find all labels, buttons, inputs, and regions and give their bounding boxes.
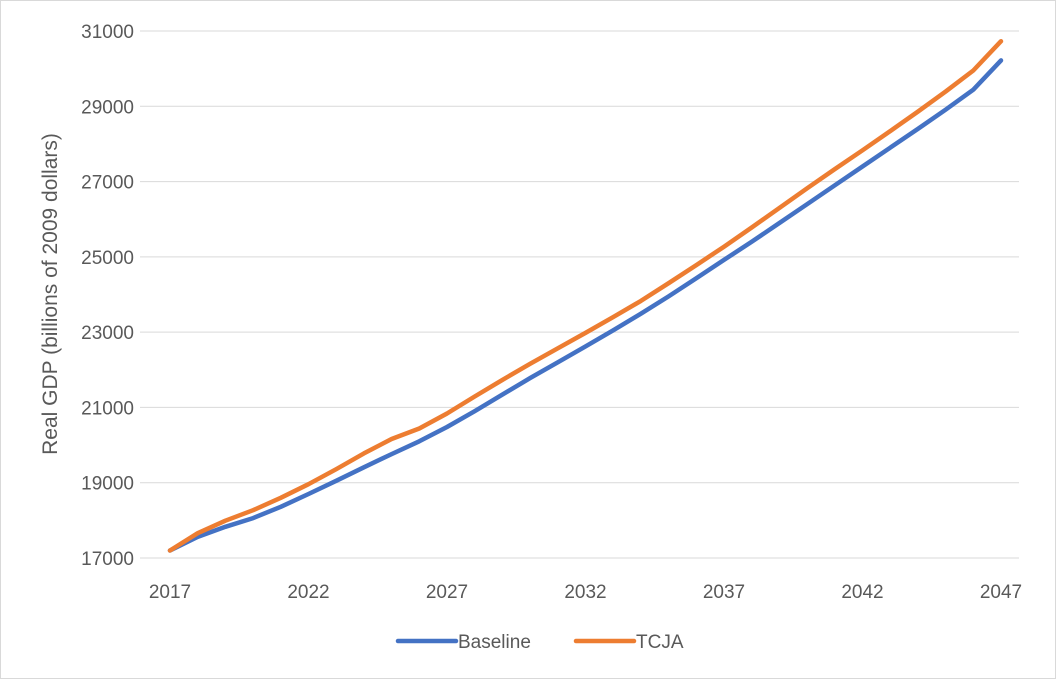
x-tick-label: 2047 — [980, 582, 1022, 603]
gridlines — [140, 30, 1019, 559]
x-tick-label: 2017 — [149, 582, 191, 603]
series-line-tcja — [167, 38, 1004, 553]
x-axis-tick-labels: 2017 2022 2027 2032 2037 2042 2047 — [149, 582, 1022, 603]
y-axis-tick-labels: 17000 19000 21000 23000 25000 27000 29000 31000 — [81, 22, 134, 570]
y-tick-label: 21000 — [81, 398, 134, 419]
y-tick-label: 31000 — [81, 22, 134, 43]
series-line-baseline — [167, 58, 1004, 553]
y-tick-label: 25000 — [81, 248, 134, 269]
legend: Baseline TCJA — [395, 632, 684, 653]
y-tick-label: 19000 — [81, 474, 134, 495]
legend-label-tcja: TCJA — [636, 632, 684, 653]
x-tick-label: 2037 — [703, 582, 745, 603]
legend-label-baseline: Baseline — [458, 632, 531, 653]
series-lines — [167, 38, 1004, 553]
y-tick-label: 27000 — [81, 173, 134, 194]
x-tick-label: 2032 — [564, 582, 606, 603]
y-tick-label: 23000 — [81, 323, 134, 344]
y-axis-title: Real GDP (billions of 2009 dollars) — [39, 133, 62, 455]
y-tick-label: 29000 — [81, 97, 134, 118]
y-tick-label: 17000 — [81, 549, 134, 570]
x-tick-label: 2027 — [426, 582, 468, 603]
x-tick-label: 2042 — [841, 582, 883, 603]
x-tick-label: 2022 — [287, 582, 329, 603]
